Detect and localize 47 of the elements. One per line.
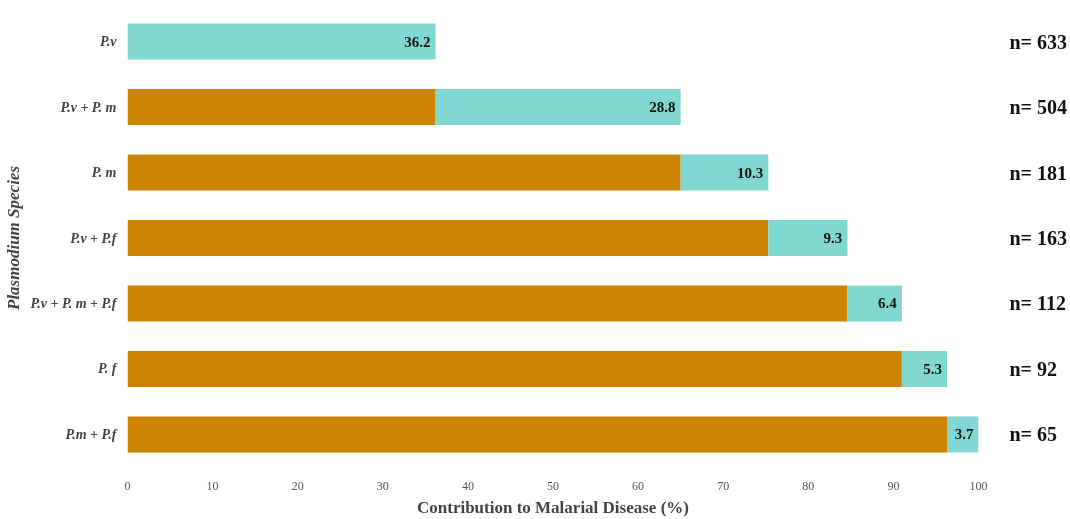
bar — [901, 350, 948, 387]
bar — [127, 154, 681, 191]
text: n= 504 — [1009, 96, 1068, 119]
x-tick-label: 60 — [632, 478, 645, 493]
bar — [127, 23, 436, 60]
y-tick-label: P. m — [91, 165, 117, 181]
y-tick-label: P.m + P.f — [65, 426, 118, 442]
bar — [127, 285, 848, 322]
y-axis-title: Plasmodium Species — [3, 165, 23, 312]
x-tick-label: 0 — [124, 478, 131, 493]
data-label: 3.7 — [954, 426, 974, 443]
bar — [127, 416, 948, 453]
bar — [435, 89, 681, 126]
data-label: 10.3 — [736, 164, 764, 181]
y-tick-label: P. f — [98, 361, 118, 377]
text: n= 65 — [1009, 423, 1058, 446]
data-label: 5.3 — [923, 360, 942, 377]
bar — [127, 350, 902, 387]
y-tick-label: P.v + P. m + P.f — [30, 295, 118, 311]
bar — [680, 154, 769, 191]
bar — [947, 416, 979, 453]
data-label: 9.3 — [823, 230, 843, 246]
x-tick-label: 10 — [206, 478, 219, 493]
data-label: 36.2 — [404, 33, 431, 50]
x-tick-label: 30 — [376, 478, 389, 493]
y-tick-label: P.v — [100, 34, 118, 50]
bar — [847, 285, 902, 322]
text: n= 181 — [1009, 161, 1068, 184]
y-tick-label: P.v + P.f — [70, 230, 118, 246]
text: n= 112 — [1009, 292, 1066, 315]
x-tick-label: 40 — [461, 478, 474, 493]
y-tick-label: P.v + P. m — [60, 99, 117, 115]
x-tick-label: 50 — [547, 478, 559, 493]
x-tick-label: 90 — [887, 478, 900, 493]
x-tick-label: 20 — [291, 478, 304, 493]
x-axis-title: Contribution to Malarial Disease (%) — [417, 497, 689, 517]
bar — [127, 89, 436, 126]
x-tick-label: 100 — [969, 478, 988, 493]
data-label: 6.4 — [878, 295, 898, 312]
bar — [768, 219, 848, 257]
text: n= 633 — [1009, 30, 1068, 53]
data-label: 28.8 — [649, 99, 676, 116]
bar — [127, 219, 769, 257]
text: n= 163 — [1009, 227, 1068, 249]
x-tick-label: 70 — [717, 478, 730, 493]
text: n= 92 — [1009, 357, 1058, 380]
x-tick-label: 80 — [802, 478, 815, 493]
